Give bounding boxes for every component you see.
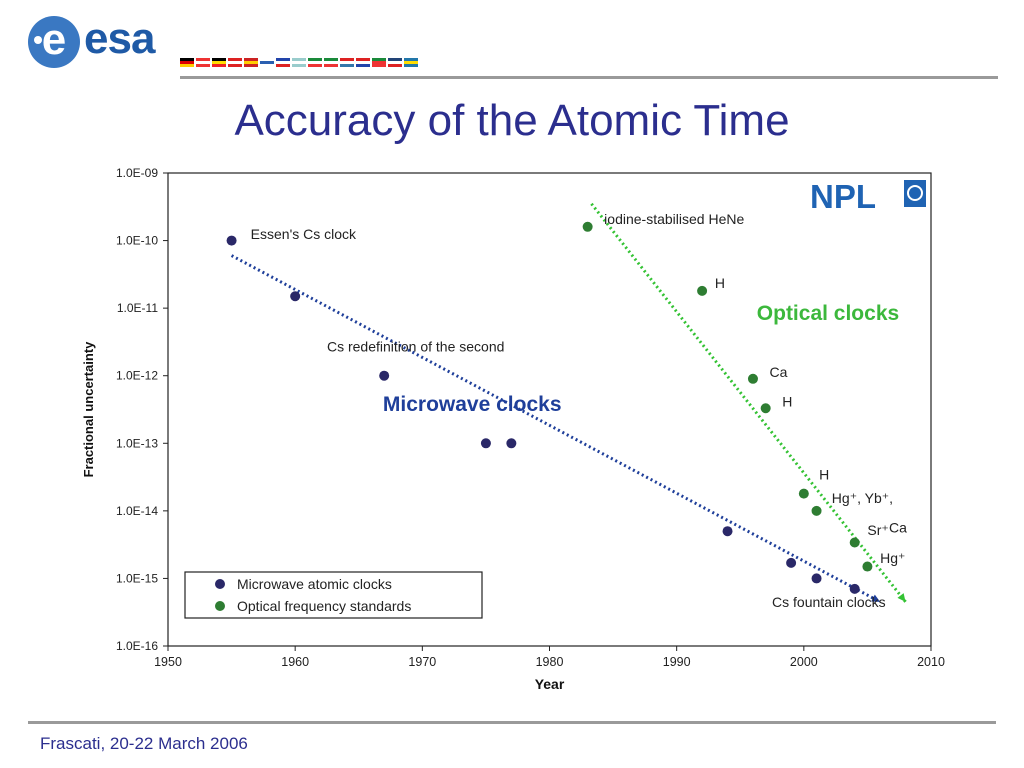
flag-icon bbox=[196, 58, 210, 67]
y-tick-label: 1.0E-14 bbox=[116, 504, 158, 518]
header-divider bbox=[180, 76, 998, 79]
point-annotation: H bbox=[715, 275, 725, 291]
x-tick-label: 1970 bbox=[408, 655, 436, 669]
legend-marker bbox=[215, 579, 225, 589]
y-tick-label: 1.0E-15 bbox=[116, 571, 158, 585]
point-annotation: Sr⁺ bbox=[867, 522, 888, 538]
point-annotation: Hg⁺ bbox=[880, 550, 905, 566]
legend-label: Optical frequency standards bbox=[237, 598, 411, 614]
point-annotation: Ca bbox=[889, 519, 907, 535]
member-state-flags bbox=[180, 58, 418, 67]
y-tick-label: 1.0E-12 bbox=[116, 369, 158, 383]
point-annotation: H bbox=[782, 394, 792, 410]
npl-logo-text: NPL bbox=[810, 178, 876, 215]
microwave-data-point bbox=[849, 583, 860, 594]
y-tick-label: 1.0E-13 bbox=[116, 436, 158, 450]
point-annotation: iodine-stabilised HeNe bbox=[604, 211, 744, 227]
legend-box bbox=[184, 571, 483, 619]
npl-crest-ring bbox=[907, 185, 923, 201]
optical-clocks-callout: Optical clocks bbox=[757, 302, 899, 325]
flag-icon bbox=[404, 58, 418, 67]
flag-icon bbox=[308, 58, 322, 67]
x-tick-label: 2010 bbox=[917, 655, 945, 669]
microwave-data-point bbox=[290, 291, 301, 302]
microwave-data-point bbox=[786, 557, 797, 568]
point-annotation: Cs fountain clocks bbox=[772, 594, 886, 610]
point-annotation: Cs redefinition of the second bbox=[327, 338, 504, 354]
microwave-data-point bbox=[480, 438, 491, 449]
flag-icon bbox=[244, 58, 258, 67]
y-tick-label: 1.0E-10 bbox=[116, 234, 158, 248]
optical-data-point bbox=[697, 285, 708, 296]
legend-marker bbox=[215, 601, 225, 611]
x-tick-label: 2000 bbox=[790, 655, 818, 669]
point-annotation: Essen's Cs clock bbox=[251, 226, 357, 242]
x-tick-label: 1980 bbox=[536, 655, 564, 669]
microwave-data-point bbox=[379, 370, 390, 381]
microwave-trend-arrowhead bbox=[871, 594, 881, 602]
microwave-data-point bbox=[722, 526, 733, 537]
optical-data-point bbox=[811, 505, 822, 516]
y-tick-label: 1.0E-16 bbox=[116, 639, 158, 653]
flag-icon bbox=[356, 58, 370, 67]
x-tick-label: 1990 bbox=[663, 655, 691, 669]
point-annotation: Hg⁺, Yb⁺, bbox=[832, 490, 893, 506]
plot-area bbox=[167, 172, 932, 647]
microwave-data-point bbox=[226, 235, 237, 246]
microwave-clocks-callout: Microwave clocks bbox=[383, 393, 562, 416]
flag-icon bbox=[324, 58, 338, 67]
esa-logo-text: esa bbox=[84, 14, 155, 63]
point-annotation: Ca bbox=[769, 364, 787, 380]
flag-icon bbox=[180, 58, 194, 67]
flag-icon bbox=[228, 58, 242, 67]
esa-logo-dot bbox=[34, 36, 42, 44]
esa-logo: e esa bbox=[28, 12, 498, 72]
y-tick-label: 1.0E-09 bbox=[116, 166, 158, 180]
y-tick-label: 1.0E-11 bbox=[117, 301, 158, 315]
npl-crest-icon bbox=[904, 180, 926, 207]
optical-data-point bbox=[582, 221, 593, 232]
optical-data-point bbox=[747, 373, 758, 384]
footer-text: Frascati, 20-22 March 2006 bbox=[40, 734, 248, 753]
slide-title: Accuracy of the Atomic Time bbox=[234, 96, 790, 145]
microwave-data-point bbox=[811, 573, 822, 584]
optical-data-point bbox=[862, 561, 873, 572]
legend-label: Microwave atomic clocks bbox=[237, 576, 392, 592]
flag-icon bbox=[388, 58, 402, 67]
atomic-time-accuracy-chart: 1.0E-09 1.0E-10 1.0E-11 1.0E-12 1.0E-13 1.0E-… bbox=[81, 166, 945, 692]
flag-icon bbox=[372, 58, 386, 67]
optical-trend-arrowhead bbox=[897, 593, 906, 602]
footer-divider bbox=[28, 721, 996, 724]
flag-icon bbox=[292, 58, 306, 67]
microwave-data-point bbox=[506, 438, 517, 449]
x-tick-label: 1950 bbox=[154, 655, 182, 669]
flag-icon bbox=[276, 58, 290, 67]
optical-data-point bbox=[798, 488, 809, 499]
flag-icon bbox=[260, 58, 274, 67]
flag-icon bbox=[212, 58, 226, 67]
flag-icon bbox=[340, 58, 354, 67]
optical-data-point bbox=[849, 537, 860, 548]
x-tick-label: 1960 bbox=[281, 655, 309, 669]
x-axis-label: Year bbox=[535, 676, 565, 692]
y-axis-label: Fractional uncertainty bbox=[81, 341, 96, 478]
optical-data-point bbox=[760, 403, 771, 414]
point-annotation: H bbox=[819, 467, 829, 483]
